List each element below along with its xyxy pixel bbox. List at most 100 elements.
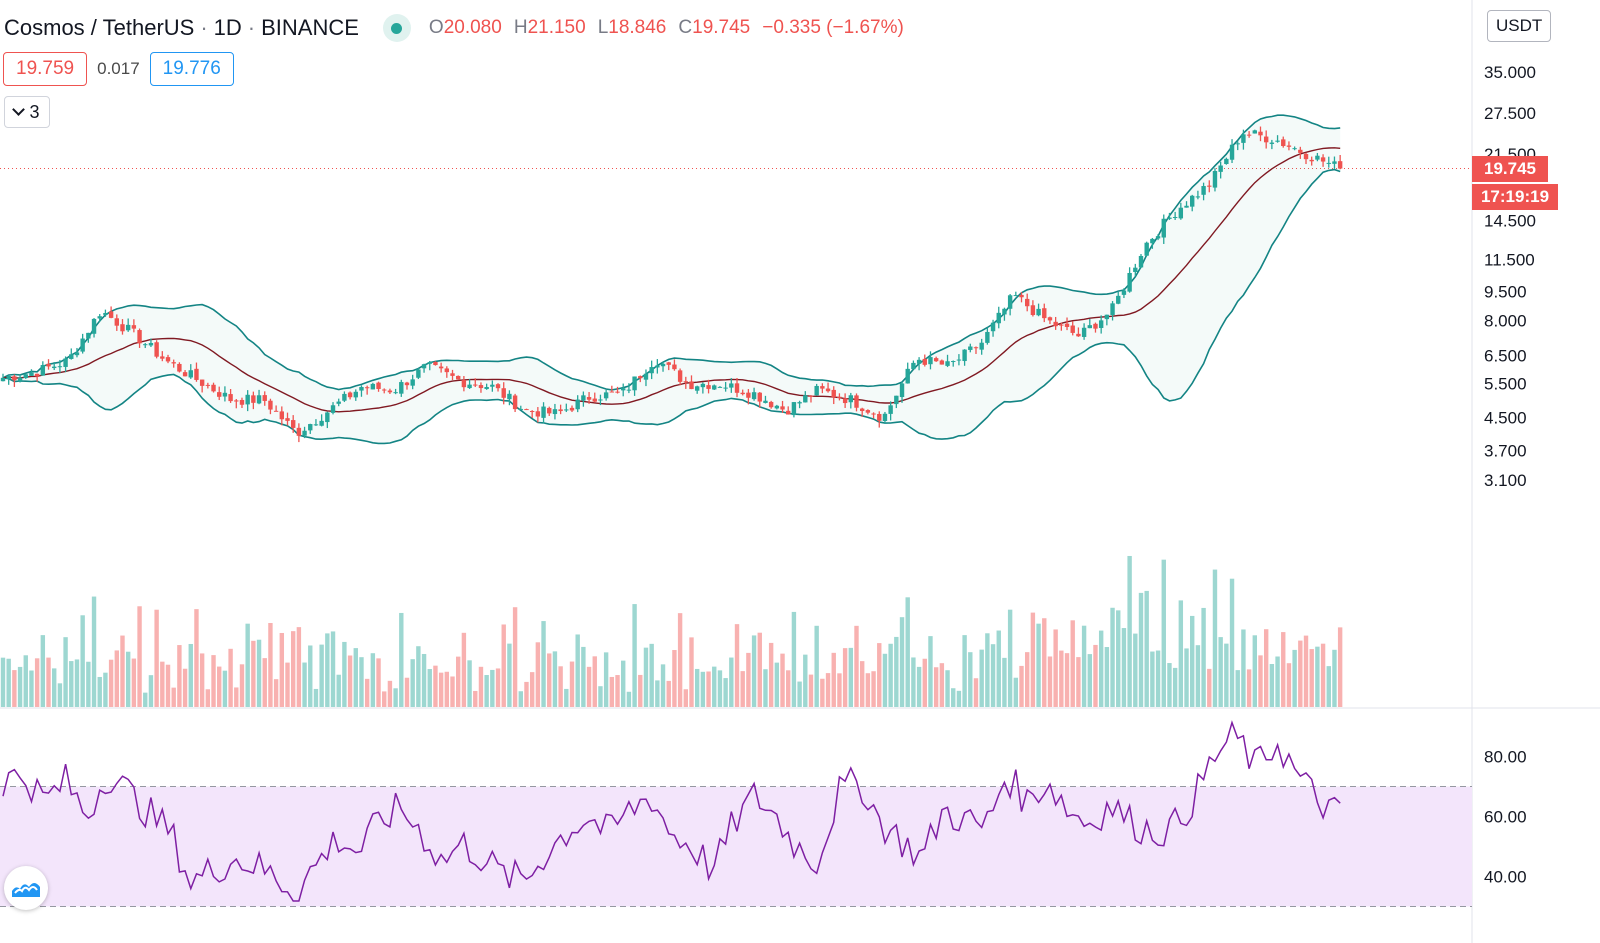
rsi-axis-label: 60.00 xyxy=(1484,808,1527,827)
candle-body xyxy=(1030,305,1036,316)
volume-bar xyxy=(165,664,171,707)
volume-bar xyxy=(1246,669,1252,707)
volume-bar xyxy=(108,659,114,707)
candle-body xyxy=(370,383,376,390)
candle-body xyxy=(968,346,973,350)
volume-bar xyxy=(404,677,410,707)
volume-bar xyxy=(23,655,28,707)
volume-bar xyxy=(558,666,563,707)
volume-bar xyxy=(825,673,831,707)
candle-body xyxy=(1036,308,1041,316)
symbol-name[interactable]: Cosmos / TetherUS xyxy=(4,15,195,40)
candle-body xyxy=(939,360,945,365)
candle-body xyxy=(638,376,643,379)
exchange: BINANCE xyxy=(261,15,359,40)
candle-body xyxy=(404,382,410,386)
volume-bar xyxy=(382,691,387,707)
volume-bar xyxy=(1178,600,1184,707)
sell-button[interactable]: 19.759 xyxy=(3,52,88,86)
indicators-toggle-button[interactable]: 3 xyxy=(4,96,50,128)
candle-body xyxy=(985,331,990,343)
candle-body xyxy=(433,361,438,366)
candle-body xyxy=(586,397,592,400)
candle-body xyxy=(1178,207,1184,219)
candle-body xyxy=(97,316,102,319)
volume-bar xyxy=(131,658,137,707)
candle-body xyxy=(461,380,467,388)
volume-bar xyxy=(279,632,285,707)
volume-bar xyxy=(712,666,717,707)
candle-body xyxy=(848,395,854,403)
candle-body xyxy=(700,383,706,388)
candle-body xyxy=(1172,217,1178,219)
candle-body xyxy=(763,400,768,403)
tradingview-logo-icon[interactable] xyxy=(4,866,48,910)
volume-bar xyxy=(831,652,836,707)
buy-button[interactable]: 19.776 xyxy=(149,52,234,86)
candle-body xyxy=(916,359,922,364)
volume-bar xyxy=(217,666,222,707)
candle-body xyxy=(786,410,791,415)
volume-bar xyxy=(939,663,945,707)
volume-bar xyxy=(1138,592,1144,707)
candle-body xyxy=(928,357,933,365)
candle-body xyxy=(877,413,882,421)
volume-bar xyxy=(450,676,455,707)
volume-bar xyxy=(1332,649,1337,707)
candle-body xyxy=(296,427,302,436)
volume-bar xyxy=(1195,645,1201,707)
candle-body xyxy=(6,375,11,380)
volume-bar xyxy=(922,658,927,707)
volume-bar xyxy=(125,651,131,707)
price-axis-label: 9.500 xyxy=(1484,283,1527,302)
volume-bar xyxy=(632,604,637,707)
price-axis: 35.00027.50021.50014.50011.5009.5008.000… xyxy=(1484,63,1536,490)
volume-bar xyxy=(609,676,615,707)
volume-bar xyxy=(74,659,80,707)
volume-bar xyxy=(103,672,108,707)
volume-bar xyxy=(160,661,165,707)
volume-bar xyxy=(768,642,774,707)
volume-bar xyxy=(774,662,780,707)
candle-body xyxy=(188,370,193,378)
candle-body xyxy=(211,384,216,392)
market-status-icon[interactable] xyxy=(382,14,411,42)
candle-body xyxy=(1275,140,1280,142)
volume-bar xyxy=(1042,618,1047,707)
candle-body xyxy=(683,381,688,383)
volume-bar xyxy=(251,640,256,707)
volume-bar xyxy=(262,658,267,707)
volume-bar xyxy=(313,688,319,707)
candle-body xyxy=(120,324,125,332)
candle-body xyxy=(12,376,17,381)
candle-body xyxy=(535,411,541,417)
candle-body xyxy=(421,364,427,369)
candle-body xyxy=(780,406,785,410)
volume-bar xyxy=(245,623,250,707)
candle-body xyxy=(1320,157,1326,162)
candle-body xyxy=(740,392,745,395)
volume-bar xyxy=(148,675,154,707)
candle-body xyxy=(52,366,57,369)
candle-body xyxy=(547,407,552,414)
volume-bar xyxy=(683,689,688,707)
candle-body xyxy=(990,322,996,332)
candle-body xyxy=(746,392,751,398)
volume-bar xyxy=(1121,628,1127,707)
candle-body xyxy=(490,384,495,387)
candle-body xyxy=(825,388,831,392)
candle-body xyxy=(131,325,137,329)
candle-body xyxy=(945,361,950,366)
candle-body xyxy=(40,365,46,376)
volume-bar xyxy=(1269,664,1275,707)
candle-body xyxy=(342,393,347,401)
volume-bar xyxy=(621,660,626,707)
volume-bar xyxy=(933,667,939,707)
candle-body xyxy=(865,410,871,413)
currency-button[interactable]: USDT xyxy=(1487,10,1552,42)
price-axis-label: 3.100 xyxy=(1484,471,1527,490)
candle-body xyxy=(290,420,296,428)
bb-lower-line xyxy=(2,168,1341,445)
interval[interactable]: 1D xyxy=(213,15,242,40)
